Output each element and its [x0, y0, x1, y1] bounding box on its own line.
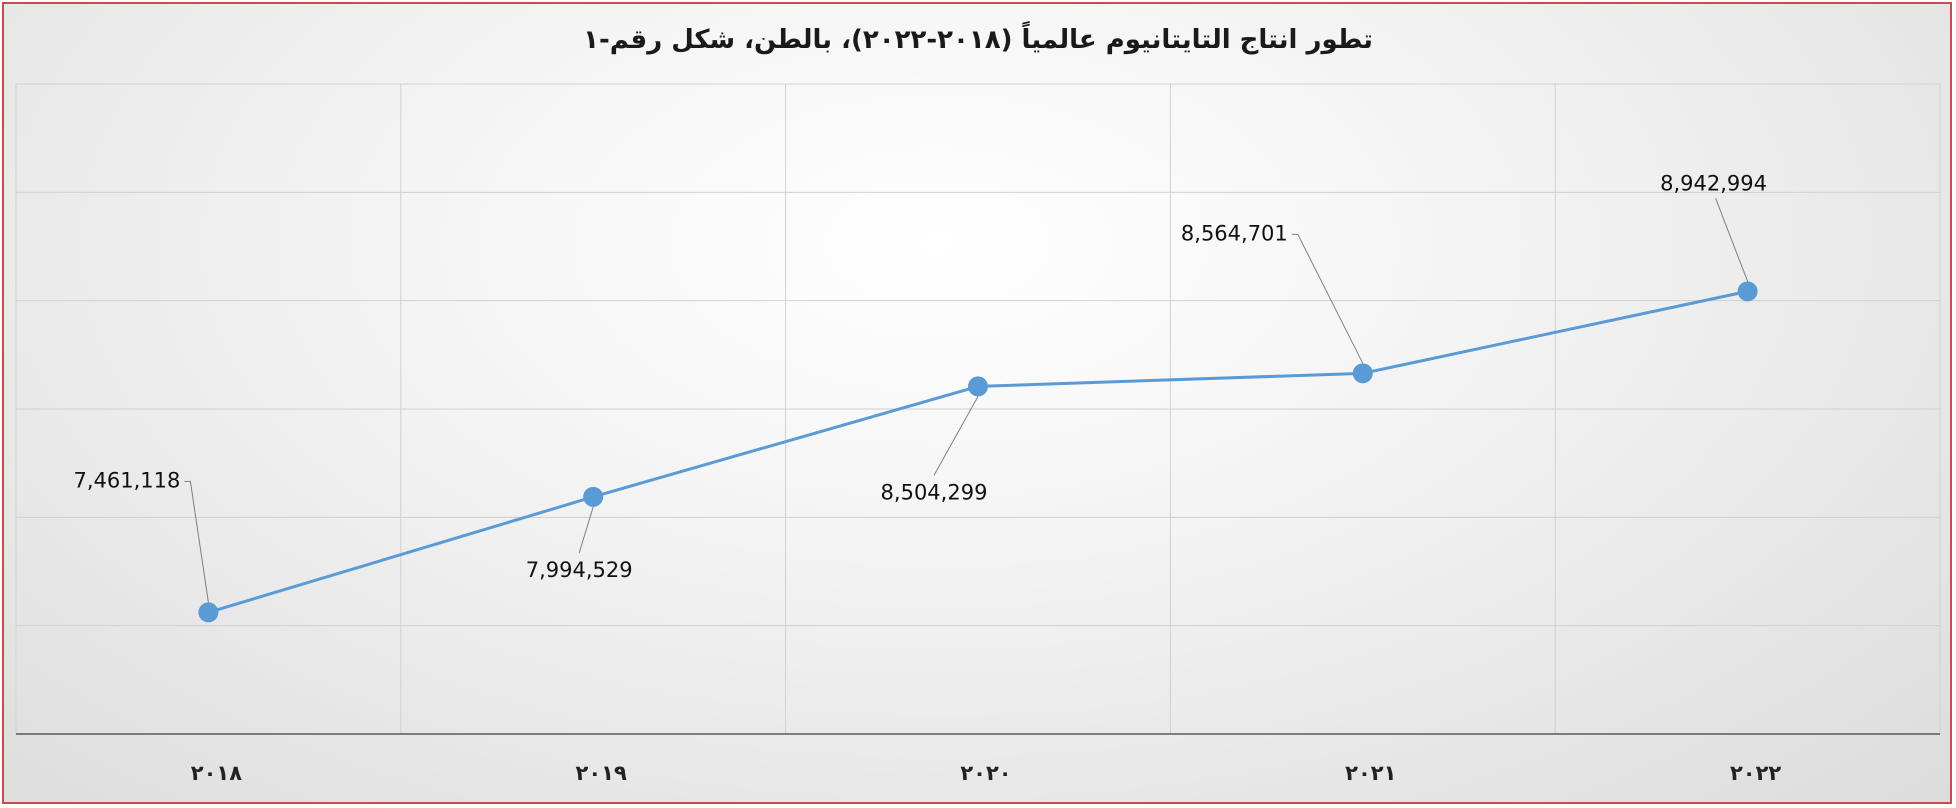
data-point-marker — [1352, 363, 1373, 384]
data-label: 8,942,994 — [1660, 171, 1767, 195]
series-line — [207, 289, 1748, 614]
data-point-marker — [1737, 281, 1758, 302]
grid-lines — [15, 83, 1941, 734]
x-tick-label: ٢٠٢٠ — [960, 761, 1011, 785]
x-tick-label: ٢٠٢٢ — [1730, 761, 1781, 785]
leader-line — [1291, 233, 1364, 364]
data-point-marker — [198, 602, 219, 623]
leader-line — [933, 396, 979, 476]
x-tick-labels: ٢٠١٨ ٢٠١٩ ٢٠٢٠ ٢٠٢١ ٢٠٢٢ — [191, 761, 1782, 785]
data-label: 7,994,529 — [526, 558, 633, 582]
leader-lines — [184, 198, 1749, 603]
data-labels: 7,461,118 7,994,529 8,504,299 8,564,701 8,94… — [74, 171, 1768, 582]
x-tick-label: ٢٠٢١ — [1345, 761, 1396, 785]
x-tick-label: ٢٠١٨ — [191, 761, 242, 785]
data-point-marker — [968, 376, 988, 397]
data-point-marker — [583, 486, 604, 507]
leader-line — [578, 506, 594, 553]
series — [198, 281, 1758, 623]
chart-title: تطور انتاج التايتانيوم عالمياً (٢٠١٨-٢٠٢… — [583, 20, 1373, 55]
data-label: 7,461,118 — [74, 468, 181, 492]
x-tick-label: ٢٠١٩ — [576, 761, 627, 785]
leader-line — [184, 480, 209, 603]
data-label: 8,504,299 — [881, 480, 988, 504]
leader-line — [1715, 198, 1749, 282]
data-label: 8,564,701 — [1181, 221, 1288, 245]
